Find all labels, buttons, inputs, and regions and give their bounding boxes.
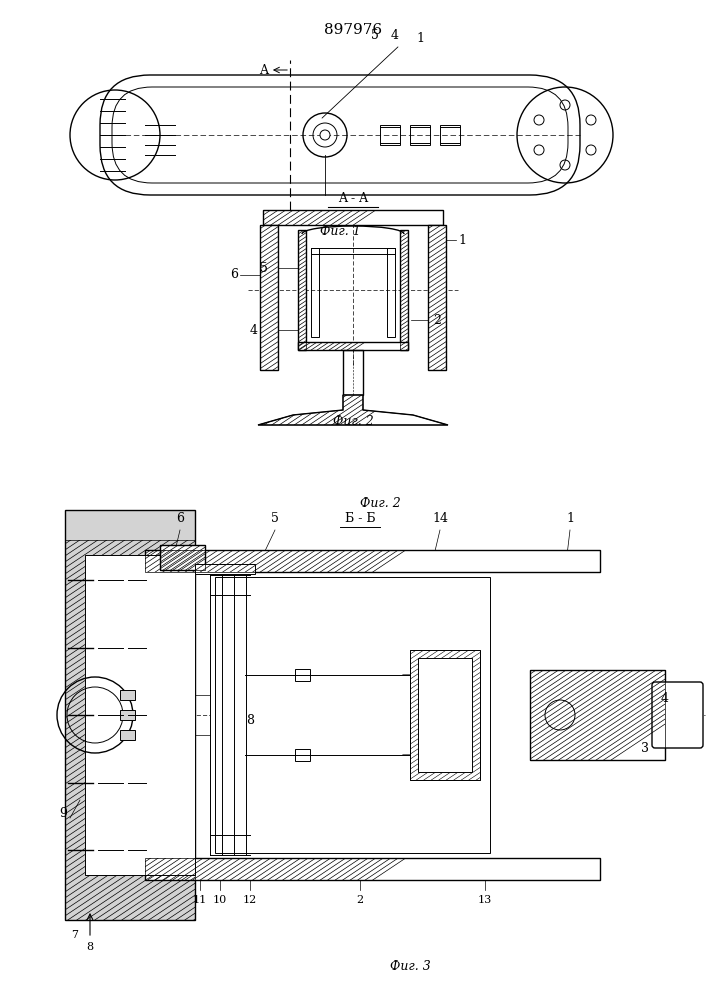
Text: A - A: A - A — [338, 192, 368, 205]
Bar — [298, 342, 408, 350]
Text: A: A — [259, 64, 268, 77]
Bar — [298, 230, 306, 350]
Text: 2: 2 — [356, 895, 363, 905]
Text: Фиг. 2: Фиг. 2 — [332, 415, 373, 428]
Text: 5: 5 — [371, 29, 379, 42]
Bar — [410, 125, 430, 145]
Text: 1: 1 — [416, 32, 424, 45]
Text: 5: 5 — [271, 512, 279, 525]
Bar — [85, 555, 195, 875]
Bar — [400, 230, 408, 350]
Bar — [530, 670, 665, 760]
Bar — [295, 669, 310, 681]
Text: 7: 7 — [71, 930, 78, 940]
Bar — [195, 564, 255, 574]
Text: 9: 9 — [59, 807, 67, 820]
Bar — [440, 125, 460, 145]
Text: 6: 6 — [230, 268, 238, 282]
Circle shape — [320, 130, 330, 140]
Text: J: J — [322, 212, 327, 225]
Bar — [343, 350, 363, 395]
Bar — [215, 577, 490, 853]
Bar — [145, 550, 600, 572]
Text: 6: 6 — [176, 512, 184, 525]
Bar — [311, 248, 319, 337]
Text: 14: 14 — [432, 512, 448, 525]
Text: 10: 10 — [213, 895, 227, 905]
Bar — [418, 658, 472, 772]
Text: 4: 4 — [391, 29, 399, 42]
Text: Фиг. 2: Фиг. 2 — [360, 497, 400, 510]
Text: 1: 1 — [458, 233, 466, 246]
Text: 12: 12 — [243, 895, 257, 905]
Text: 2: 2 — [433, 314, 441, 326]
Bar — [145, 858, 600, 880]
Bar — [160, 545, 205, 570]
Bar — [428, 225, 446, 370]
Bar — [263, 210, 443, 225]
Text: Б - Б: Б - Б — [345, 512, 375, 525]
Bar — [387, 248, 395, 337]
Text: 1: 1 — [566, 512, 574, 525]
Bar — [120, 710, 135, 720]
Bar — [260, 225, 278, 370]
Text: 4: 4 — [286, 212, 293, 222]
Bar — [120, 690, 135, 700]
Bar — [311, 248, 395, 254]
Bar — [65, 510, 195, 920]
FancyBboxPatch shape — [652, 682, 703, 748]
Polygon shape — [258, 395, 448, 425]
Bar — [380, 125, 400, 145]
Text: 3: 3 — [641, 742, 649, 755]
Bar — [410, 650, 480, 780]
Text: 5: 5 — [260, 261, 268, 274]
Text: 897976: 897976 — [324, 23, 382, 37]
Text: 8: 8 — [86, 942, 93, 952]
Text: Фиг. 3: Фиг. 3 — [390, 960, 431, 973]
Text: 8: 8 — [246, 714, 254, 726]
Text: 4: 4 — [661, 692, 669, 705]
Text: Фиг. 1: Фиг. 1 — [320, 225, 361, 238]
Text: 13: 13 — [478, 895, 492, 905]
Text: 11: 11 — [193, 895, 207, 905]
Text: 4: 4 — [250, 324, 258, 336]
Bar — [295, 749, 310, 761]
Bar — [120, 730, 135, 740]
